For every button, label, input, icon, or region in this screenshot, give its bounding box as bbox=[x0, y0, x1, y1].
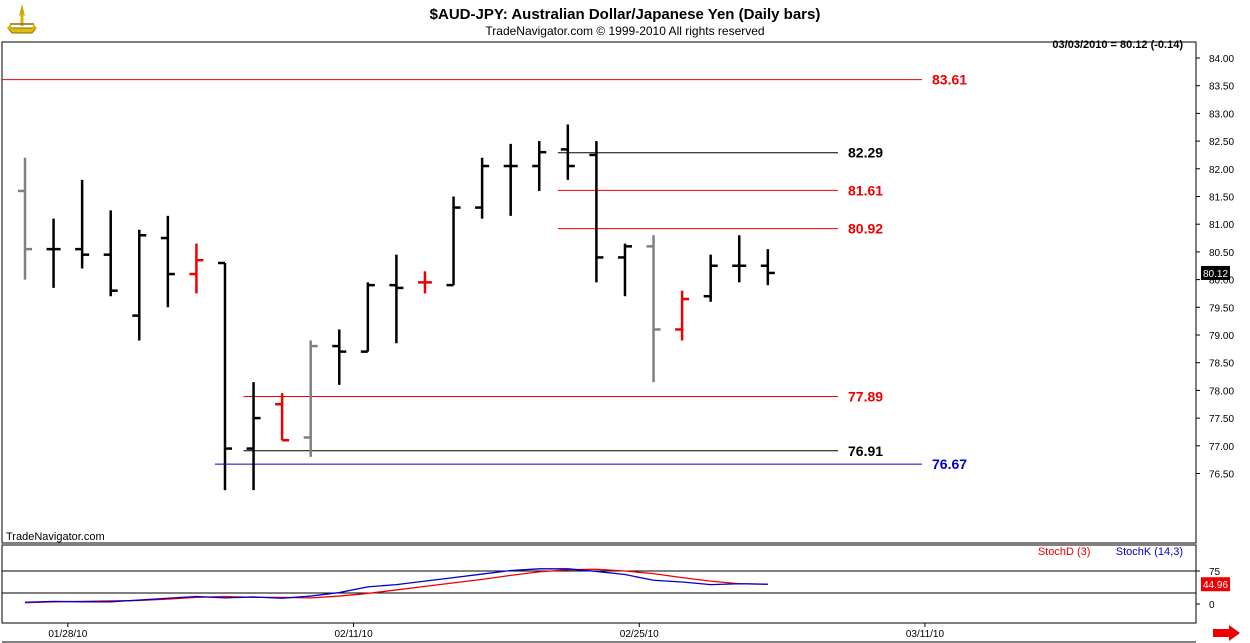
ohlc-bar bbox=[360, 282, 375, 353]
stochastic-panel-frame bbox=[1, 544, 1197, 624]
level-label: 76.91 bbox=[848, 443, 883, 459]
price-axis: 84.00 83.50 83.00 82.50 82.00 81.50 81.00 80.50… bbox=[1196, 54, 1234, 481]
last-quote: 03/03/2010 = 80.12 (-0.14) bbox=[1052, 39, 1183, 51]
ohlc-bar bbox=[18, 157, 32, 280]
ohlc-bar bbox=[389, 254, 404, 344]
ohlc-bar bbox=[703, 254, 718, 302]
level-label: 82.29 bbox=[848, 145, 883, 161]
price-tick-label: 83.00 bbox=[1209, 109, 1234, 120]
ohlc-bar bbox=[160, 215, 175, 308]
stochastic-panel: 75 0 StochK (14,3) StochD (3) 44.96 bbox=[2, 546, 1230, 611]
price-panel-frame bbox=[1, 41, 1197, 544]
price-tick-label: 81.00 bbox=[1209, 220, 1234, 231]
ohlc-bar bbox=[332, 329, 347, 385]
ohlc-bar bbox=[217, 261, 232, 491]
stoch-series-line bbox=[24, 568, 768, 604]
price-tick-label: 80.50 bbox=[1209, 248, 1234, 259]
ohlc-bar bbox=[532, 141, 547, 191]
ohlc-bar bbox=[475, 157, 490, 219]
ohlc-bar bbox=[646, 235, 661, 383]
ohlc-bar bbox=[760, 249, 775, 286]
logo-icon bbox=[6, 4, 38, 34]
price-tick-label: 79.00 bbox=[1209, 331, 1234, 342]
level-label: 77.89 bbox=[848, 388, 883, 404]
ohlc-bar bbox=[189, 243, 204, 294]
last-price-label: 80.12 bbox=[1203, 269, 1228, 280]
stoch-legend-entry: StochD (3) bbox=[1038, 546, 1091, 558]
price-tick-label: 82.00 bbox=[1209, 165, 1234, 176]
ohlc-bar bbox=[503, 143, 518, 216]
level-label: 80.92 bbox=[848, 221, 883, 237]
stoch-last-box bbox=[1201, 577, 1230, 592]
price-tick-label: 77.50 bbox=[1209, 414, 1234, 425]
level-label: 83.61 bbox=[932, 72, 967, 88]
stoch-series-line bbox=[24, 568, 768, 603]
price-tick-label: 83.50 bbox=[1209, 82, 1234, 93]
price-tick-label: 77.00 bbox=[1209, 442, 1234, 453]
date-tick-label: 02/11/10 bbox=[334, 629, 373, 640]
price-tick-label: 78.50 bbox=[1209, 359, 1234, 370]
stoch-last-label: 44.96 bbox=[1203, 580, 1228, 591]
price-tick-label: 81.50 bbox=[1209, 193, 1234, 204]
ohlc-bar bbox=[132, 229, 147, 341]
level-label: 81.61 bbox=[848, 182, 883, 198]
ohlc-bar bbox=[246, 382, 261, 491]
date-tick-label: 03/11/10 bbox=[906, 629, 945, 640]
stoch-tick-label: 75 bbox=[1209, 567, 1221, 578]
date-axis: 01/28/10 02/11/10 02/25/10 03/11/10 bbox=[48, 623, 944, 640]
price-tick-label: 80.00 bbox=[1209, 276, 1234, 287]
ohlc-bar bbox=[560, 124, 575, 180]
ohlc-bar bbox=[46, 218, 61, 288]
chart-subtitle: TradeNavigator.com © 1999-2010 All right… bbox=[485, 24, 764, 38]
date-tick-label: 01/28/10 bbox=[48, 629, 87, 640]
date-tick-label: 02/25/10 bbox=[620, 629, 659, 640]
price-tick-label: 78.00 bbox=[1209, 386, 1234, 397]
price-tick-label: 76.50 bbox=[1209, 470, 1234, 481]
stoch-legend-entry: StochK (14,3) bbox=[1116, 546, 1183, 558]
ohlc-bar bbox=[303, 340, 318, 457]
chart-title: $AUD-JPY: Australian Dollar/Japanese Yen… bbox=[430, 6, 821, 23]
ohlc-bar bbox=[75, 179, 90, 269]
price-tick-label: 82.50 bbox=[1209, 137, 1234, 148]
stoch-tick-label: 0 bbox=[1209, 600, 1215, 611]
price-tick-label: 79.50 bbox=[1209, 303, 1234, 314]
chart-frame bbox=[1, 41, 1197, 643]
ohlc-bar bbox=[446, 196, 461, 287]
price-tick-label: 84.00 bbox=[1209, 54, 1234, 65]
last-price-box bbox=[1201, 265, 1230, 280]
next-page-arrow-icon[interactable] bbox=[1213, 625, 1240, 641]
ohlc-bar bbox=[732, 235, 747, 283]
price-bars bbox=[18, 124, 775, 491]
price-levels: 83.61 82.29 81.61 80.92 77.89 76.91 76.67 bbox=[2, 72, 967, 472]
ohlc-bar bbox=[617, 243, 632, 297]
ohlc-bar bbox=[589, 141, 604, 283]
ohlc-bar bbox=[275, 393, 290, 442]
ohlc-bar bbox=[675, 290, 690, 341]
ohlc-bar bbox=[417, 271, 432, 294]
ohlc-bar bbox=[103, 210, 118, 297]
watermark: TradeNavigator.com bbox=[6, 531, 105, 543]
level-label: 76.67 bbox=[932, 456, 967, 472]
